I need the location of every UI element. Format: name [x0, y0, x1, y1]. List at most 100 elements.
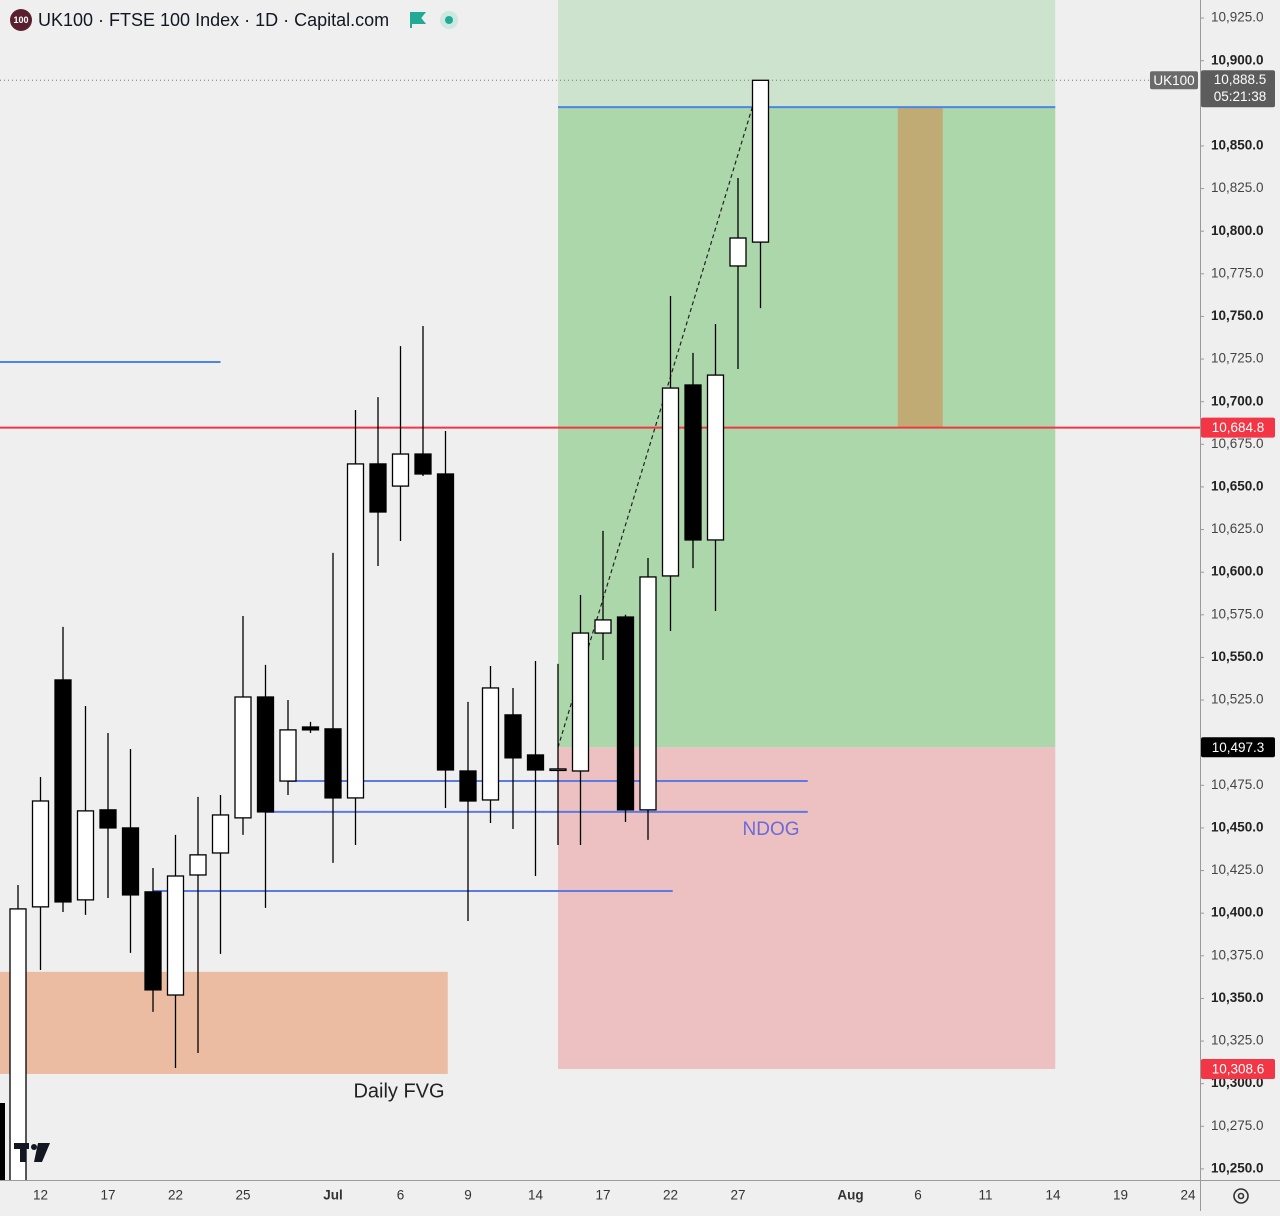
y-tick-label: 10,250.0 — [1211, 1160, 1264, 1175]
candle-body — [324, 728, 342, 799]
logo-part — [34, 1143, 50, 1162]
y-tick-label: 10,350.0 — [1211, 990, 1264, 1005]
candle-body — [76, 810, 95, 901]
gear-ring — [1233, 1188, 1249, 1204]
candle-body — [706, 374, 725, 541]
x-tick-label: 25 — [235, 1188, 250, 1203]
y-tick-label: 10,650.0 — [1211, 478, 1264, 493]
zone — [897, 107, 943, 428]
y-tick-label: 10,675.0 — [1211, 436, 1264, 451]
price-label-box — [1201, 1059, 1275, 1080]
candle-body — [346, 463, 365, 799]
candle-body — [256, 696, 275, 813]
candle-body — [616, 616, 635, 811]
y-tick-label: 10,725.0 — [1211, 351, 1264, 366]
candle-body — [481, 687, 500, 801]
symbol-box — [1150, 71, 1198, 90]
candle-body — [166, 875, 185, 996]
status-dot — [445, 16, 453, 24]
candle-body — [729, 237, 747, 267]
logo-part — [20, 1143, 26, 1162]
y-tick-label: 10,450.0 — [1211, 819, 1264, 834]
x-tick-label: 17 — [595, 1188, 610, 1203]
settings-icon[interactable] — [1233, 1188, 1249, 1204]
logo-part — [31, 1144, 37, 1150]
last-price-label: 10,888.5 — [1214, 72, 1267, 87]
y-tick-label: 10,625.0 — [1211, 521, 1264, 536]
candle-body — [391, 453, 410, 487]
x-tick-label: 11 — [978, 1188, 992, 1203]
y-tick-label: 10,750.0 — [1211, 308, 1264, 323]
price-label-box — [1201, 737, 1275, 758]
x-tick-label: Aug — [837, 1188, 863, 1203]
candle-body — [99, 809, 117, 829]
price-label-box — [1201, 417, 1275, 438]
x-tick-label: 6 — [397, 1188, 405, 1203]
y-tick-label: 10,475.0 — [1211, 777, 1264, 792]
candle-body — [121, 827, 140, 896]
y-tick-label: 10,850.0 — [1211, 138, 1264, 153]
y-tick-label: 10,800.0 — [1211, 223, 1264, 238]
candle-body — [144, 891, 162, 991]
candle-body — [189, 854, 207, 876]
axis-layer: 10,250.010,275.010,300.010,325.010,350.0… — [33, 10, 1275, 1203]
y-tick-label: 10,900.0 — [1211, 52, 1264, 67]
symbol-label: UK100 — [1153, 73, 1194, 88]
candle-body — [549, 768, 567, 772]
edge-candle-fragment — [0, 1103, 5, 1180]
candle-body — [504, 714, 522, 759]
y-tick-label: 10,600.0 — [1211, 564, 1264, 579]
x-tick-label: 22 — [168, 1188, 183, 1203]
x-tick-label: 19 — [1113, 1188, 1128, 1203]
candle-body — [751, 79, 770, 243]
flag-icon[interactable] — [410, 12, 427, 28]
candle-body — [594, 619, 612, 634]
candle-body — [301, 726, 320, 731]
annotation-ndog: NDOG — [743, 819, 800, 840]
y-tick-label: 10,925.0 — [1211, 10, 1264, 25]
candle-body — [526, 754, 545, 771]
last-price-box — [1201, 70, 1275, 108]
candle-body — [234, 696, 252, 819]
tv-logo[interactable] — [14, 1143, 50, 1162]
x-tick-label: 12 — [33, 1188, 48, 1203]
candle-body — [9, 908, 27, 1180]
x-tick-label: 14 — [528, 1188, 544, 1203]
zone — [558, 0, 1056, 108]
candle-body — [369, 463, 387, 513]
y-tick-label: 10,825.0 — [1211, 180, 1264, 195]
candle-body — [661, 387, 680, 577]
y-tick-label: 10,400.0 — [1211, 905, 1264, 920]
x-tick-label: 14 — [1045, 1188, 1061, 1203]
x-tick-label: 9 — [464, 1188, 472, 1203]
x-tick-label: Jul — [323, 1188, 343, 1203]
symbol-badge — [10, 9, 32, 31]
candle-body — [31, 800, 50, 908]
zone — [0, 971, 448, 1074]
plot-area — [0, 0, 1200, 1180]
chart-title: UK100 · FTSE 100 Index · 1D · Capital.co… — [38, 10, 389, 30]
x-tick-label: 17 — [100, 1188, 115, 1203]
x-tick-label: 22 — [663, 1188, 678, 1203]
annotation-fvg: Daily FVG — [353, 1080, 444, 1102]
y-tick-label: 10,275.0 — [1211, 1118, 1264, 1133]
x-tick-label: 27 — [730, 1188, 745, 1203]
price-label: 10,308.6 — [1212, 1062, 1265, 1077]
candle-body — [684, 384, 702, 541]
y-tick-label: 10,775.0 — [1211, 265, 1264, 280]
price-label: 10,497.3 — [1212, 740, 1265, 755]
symbol-badge-text: 100 — [13, 15, 28, 25]
y-tick-label: 10,425.0 — [1211, 862, 1264, 877]
gear-center — [1237, 1192, 1245, 1200]
y-tick-label: 10,550.0 — [1211, 649, 1264, 664]
x-tick-label: 6 — [914, 1188, 922, 1203]
y-tick-label: 10,325.0 — [1211, 1033, 1264, 1048]
candle-body — [639, 576, 657, 811]
y-tick-label: 10,375.0 — [1211, 947, 1264, 962]
x-tick-label: 24 — [1180, 1188, 1196, 1203]
countdown-label: 05:21:38 — [1214, 89, 1267, 104]
candle-body — [414, 453, 432, 475]
y-tick-label: 10,525.0 — [1211, 692, 1264, 707]
candle-body — [436, 473, 455, 771]
